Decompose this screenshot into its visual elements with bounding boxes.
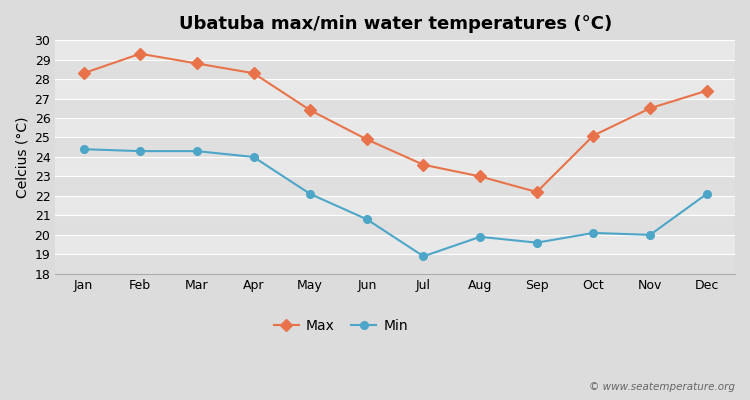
Min: [532, 240, 542, 245]
Max: [476, 174, 484, 179]
Max: [362, 137, 371, 142]
Min: [419, 254, 428, 259]
Bar: [56, 98, 735, 118]
Max: [136, 51, 145, 56]
Bar: [56, 176, 735, 196]
Min: [702, 192, 711, 196]
Min: [136, 149, 145, 154]
Min: [589, 230, 598, 235]
Bar: [56, 79, 735, 98]
Legend: Max, Min: Max, Min: [268, 314, 413, 338]
Line: Max: Max: [80, 50, 711, 196]
Line: Min: Min: [80, 145, 710, 260]
Max: [79, 71, 88, 76]
Max: [306, 108, 315, 113]
Max: [702, 88, 711, 93]
Bar: [56, 40, 735, 60]
Min: [646, 232, 655, 237]
Text: © www.seatemperature.org: © www.seatemperature.org: [589, 382, 735, 392]
Bar: [56, 118, 735, 138]
Max: [419, 162, 428, 167]
Max: [532, 190, 542, 194]
Max: [249, 71, 258, 76]
Max: [589, 133, 598, 138]
Bar: [56, 235, 735, 254]
Max: [646, 106, 655, 111]
Bar: [56, 254, 735, 274]
Y-axis label: Celcius (°C): Celcius (°C): [15, 116, 29, 198]
Bar: [56, 157, 735, 176]
Title: Ubatuba max/min water temperatures (°C): Ubatuba max/min water temperatures (°C): [178, 15, 612, 33]
Min: [306, 192, 315, 196]
Min: [193, 149, 202, 154]
Min: [249, 154, 258, 159]
Max: [193, 61, 202, 66]
Min: [362, 217, 371, 222]
Bar: [56, 215, 735, 235]
Bar: [56, 60, 735, 79]
Bar: [56, 196, 735, 215]
Min: [79, 147, 88, 152]
Min: [476, 234, 484, 239]
Bar: [56, 138, 735, 157]
